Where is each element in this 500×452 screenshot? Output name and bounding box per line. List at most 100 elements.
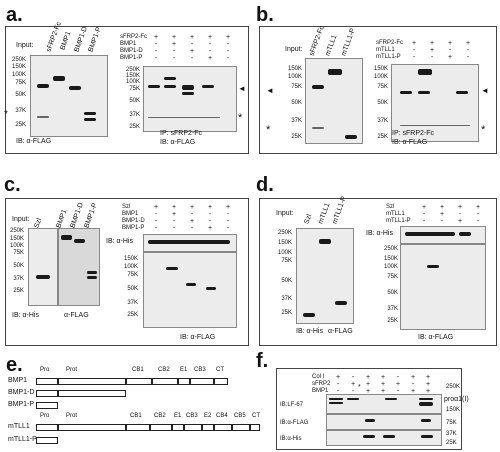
domain-cb1: [126, 424, 150, 431]
band: [69, 86, 81, 90]
band: [418, 91, 430, 94]
mw-marker: 150K: [277, 240, 292, 246]
band: [421, 419, 431, 422]
band: [186, 283, 196, 286]
band: [312, 85, 324, 89]
domain-ct: [214, 378, 228, 385]
mw-marker: 100K: [123, 264, 138, 270]
band: [335, 301, 347, 305]
panel-d-label: d.: [256, 174, 274, 196]
panel-a-input-label: Input:: [16, 42, 34, 49]
domain-protease: [58, 390, 126, 397]
panel-c-his-blot: [28, 228, 58, 306]
sign-mark: +: [425, 374, 431, 381]
sign-mark: +: [153, 204, 159, 211]
band: [206, 287, 216, 290]
sign-mark: -: [396, 374, 400, 381]
panel-e-label: e.: [6, 354, 23, 376]
band: [37, 116, 49, 118]
row-label: mTLL1-P: [386, 218, 411, 224]
panel-c-label: c.: [4, 174, 21, 196]
band: [400, 125, 470, 126]
band: [319, 239, 331, 244]
row-label: BMP1-P: [122, 225, 145, 231]
row-label: BMP1: [312, 388, 329, 394]
star-marker: *: [238, 112, 243, 124]
sign-mark: +: [207, 34, 213, 41]
sign-mark: -: [336, 388, 340, 395]
domain-cb2: [152, 378, 178, 385]
sign-mark: -: [440, 218, 444, 225]
sign-mark: -: [154, 41, 158, 48]
domain-label: CB1: [132, 367, 144, 373]
band: [87, 271, 97, 274]
sign-mark: +: [447, 40, 453, 47]
panel-f-lf67-blot: [326, 394, 442, 414]
sign-mark: -: [226, 48, 230, 55]
sign-mark: +: [457, 218, 463, 225]
band: [148, 117, 220, 118]
sign-mark: -: [412, 54, 416, 61]
mw-marker: 50K: [13, 263, 24, 269]
sign-mark: -: [208, 211, 212, 218]
sign-mark: -: [226, 211, 230, 218]
construct-label: BMP1: [8, 377, 28, 384]
sign-mark: -: [172, 55, 176, 62]
sign-mark: +: [425, 388, 431, 395]
sign-mark: +: [365, 388, 371, 395]
row-label: BMP1-P: [120, 55, 143, 61]
mw-marker: 100K: [277, 250, 292, 256]
sign-mark: +: [189, 48, 195, 55]
mw-marker: 37K: [291, 118, 302, 124]
sign-mark: -: [476, 218, 480, 225]
band: [74, 239, 85, 243]
sign-mark: +: [350, 381, 356, 388]
sign-mark: -: [208, 41, 212, 48]
blot-label: IB:LF-67: [280, 402, 304, 408]
band: [427, 265, 439, 268]
row-label: sFRP2-Fc: [120, 34, 147, 40]
band: [456, 91, 468, 94]
panel-c-his-blot-right: [143, 234, 237, 252]
mw-marker: 250K: [383, 246, 398, 252]
panel-b-ip-blot: [391, 64, 479, 142]
sign-mark: -: [422, 211, 426, 218]
target-label: proα1(I): [444, 396, 469, 403]
band: [36, 275, 50, 279]
construct-label: mTLL1: [8, 423, 30, 430]
band: [303, 313, 315, 317]
sign-mark: +: [225, 34, 231, 41]
panel-d-his-blot-right: [400, 226, 486, 244]
domain-label: Prot: [66, 413, 78, 419]
row-label: BMP1-D: [120, 48, 143, 54]
sign-mark: +: [171, 41, 177, 48]
band: [365, 419, 375, 422]
panel-d-flag-blot-right: [400, 244, 486, 330]
panel-c-flag-blot: [58, 228, 100, 306]
mw-marker: 75K: [377, 84, 388, 90]
domain-label: CB2: [154, 413, 166, 419]
sign-mark: -: [208, 218, 212, 225]
mw-marker: 150K: [446, 407, 461, 413]
band: [345, 135, 357, 139]
sign-mark: -: [466, 47, 470, 54]
domain-label: CB5: [234, 413, 246, 419]
mw-marker: 50K: [377, 100, 388, 106]
domain-cb3: [184, 424, 202, 431]
panel-b-input-blot: [305, 58, 363, 144]
sign-mark: -: [430, 54, 434, 61]
sign-mark: +: [365, 374, 371, 381]
sign-mark: +: [425, 381, 431, 388]
panel-c-input-label: Input:: [12, 216, 30, 223]
panel-c-ib-his: IB: α-His: [12, 312, 39, 319]
band: [87, 276, 97, 279]
band: [418, 69, 432, 75]
sign-mark: +: [429, 40, 435, 47]
mw-marker: 25K: [291, 134, 302, 140]
panel-f-his-blot: [326, 430, 442, 446]
sign-mark: +: [153, 34, 159, 41]
mw-marker: 37K: [281, 296, 292, 302]
mw-marker: 75K: [446, 420, 457, 426]
sign-mark: -: [226, 55, 230, 62]
mw-marker: 37K: [127, 300, 138, 306]
